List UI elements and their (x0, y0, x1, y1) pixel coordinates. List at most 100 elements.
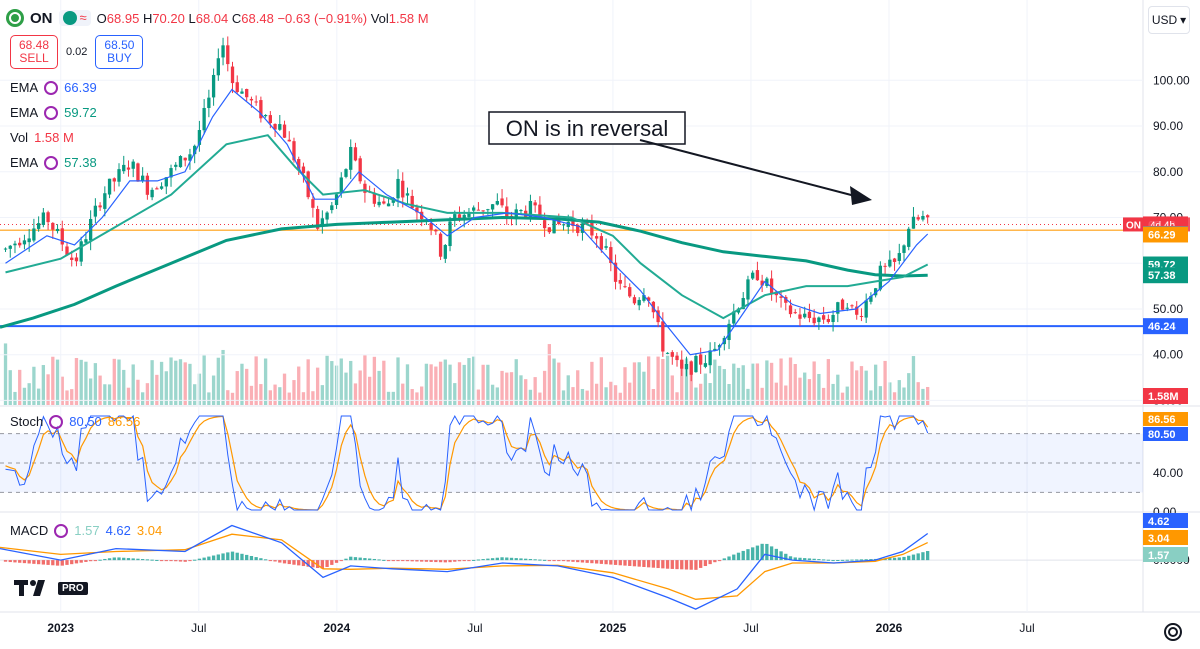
volume-bar (481, 364, 485, 405)
volume-bar (263, 358, 268, 405)
candle-body (500, 198, 504, 206)
indicator-settings-icon[interactable] (44, 105, 59, 120)
macd-histogram-bar (505, 557, 509, 561)
volume-bar (490, 384, 495, 405)
volume-bar (467, 358, 471, 405)
indicator-settings-icon[interactable] (49, 414, 64, 429)
indicator-settings-icon[interactable] (44, 155, 59, 170)
volume-bar (684, 358, 689, 405)
buy-button[interactable]: 68.50 BUY (95, 35, 144, 69)
candle-body (637, 299, 641, 306)
volume-bar (765, 360, 769, 405)
volume-bar (845, 386, 849, 405)
macd-histogram-bar (533, 559, 537, 561)
macd-histogram-bar (765, 543, 769, 561)
volume-bar (145, 383, 150, 405)
candle-body (65, 246, 69, 256)
indicator-volume[interactable]: Vol 1.58 M (10, 130, 74, 145)
indicator-settings-icon[interactable] (44, 80, 59, 95)
volume-bar (883, 360, 887, 405)
chart-settings-icon[interactable] (1164, 623, 1182, 641)
volume-bar (855, 370, 859, 405)
volume-bar (164, 371, 168, 405)
volume-bar (736, 367, 741, 405)
macd-histogram-bar (263, 559, 268, 561)
volume-bar (155, 374, 159, 405)
candle-body (760, 280, 764, 286)
candle-body (8, 245, 12, 249)
candle-body (245, 88, 249, 98)
candle-body (193, 145, 197, 155)
volume-bar (651, 389, 656, 405)
macd-histogram-bar (774, 548, 778, 561)
indicator-ema-slow[interactable]: EMA 57.38 (10, 155, 97, 170)
macd-histogram-bar (141, 559, 145, 561)
candle-body (211, 74, 216, 98)
volume-bar (405, 364, 410, 405)
volume-bar (221, 349, 225, 405)
volume-bar (751, 363, 755, 405)
indicator-ema-fast[interactable]: EMA 66.39 (10, 80, 97, 95)
candle-body (126, 167, 131, 170)
candle-body (420, 211, 424, 220)
indicator-settings-icon[interactable] (54, 523, 69, 538)
volume-bar (552, 358, 556, 405)
volume-bar (193, 384, 197, 405)
macd-histogram-bar (911, 554, 916, 561)
macd-histogram-bar (500, 557, 504, 561)
candle-body (202, 107, 206, 131)
candle-body (623, 286, 627, 288)
volume-bar (542, 370, 547, 405)
candle-body (311, 199, 315, 208)
status-pill[interactable]: ≈ (58, 10, 91, 26)
time-tick-label: 2026 (876, 621, 903, 635)
macd-histogram-bar (812, 558, 816, 561)
candle-body (136, 163, 140, 182)
macd-histogram-bar (561, 560, 566, 562)
volume-bar (495, 387, 499, 405)
volume-bar (226, 390, 230, 405)
candle-body (836, 302, 840, 314)
macd-value-label (1143, 513, 1188, 528)
macd-histogram-bar (429, 560, 433, 562)
volume-bar (112, 358, 116, 405)
macd-histogram-bar (84, 560, 88, 562)
volume-bar (401, 383, 405, 405)
candle-body (178, 156, 183, 168)
candle-body (571, 219, 575, 226)
currency-selector[interactable]: USD ▾ (1148, 6, 1190, 34)
volume-bar (122, 369, 126, 405)
volume-bar (249, 385, 254, 405)
candle-body (377, 201, 381, 206)
candle-body (401, 180, 405, 198)
macd-histogram-bar (98, 559, 102, 561)
ema-fast-line (5, 88, 929, 356)
macd-histogram-bar (528, 558, 533, 561)
sell-button[interactable]: 68.48 SELL (10, 35, 58, 69)
macd-histogram-bar (467, 560, 471, 562)
company-logo-icon (6, 9, 24, 27)
volume-bar (628, 382, 632, 405)
indicator-ema-mid[interactable]: EMA 59.72 (10, 105, 97, 120)
volume-bar (680, 360, 684, 405)
candle-body (315, 209, 320, 229)
volume-bar (576, 370, 580, 405)
macd-legend[interactable]: MACD 1.57 4.62 3.04 (10, 523, 163, 538)
macd-histogram-bar (921, 552, 925, 561)
candle-body (618, 280, 622, 284)
stoch-legend[interactable]: Stoch 80.50 86.56 (10, 414, 141, 429)
candle-body (765, 278, 769, 286)
volume-bar (358, 370, 362, 405)
volume-bar (117, 359, 121, 405)
macd-histogram-bar (821, 559, 826, 561)
symbol-name[interactable]: ON (30, 9, 53, 27)
volume-bar (18, 369, 22, 405)
candle-body (282, 124, 287, 138)
macd-histogram-bar (174, 560, 178, 562)
candle-body (798, 314, 802, 319)
candle-body (533, 202, 537, 206)
volume-bar (713, 359, 717, 405)
macd-histogram-bar (609, 560, 613, 565)
volume-bar (509, 372, 514, 405)
